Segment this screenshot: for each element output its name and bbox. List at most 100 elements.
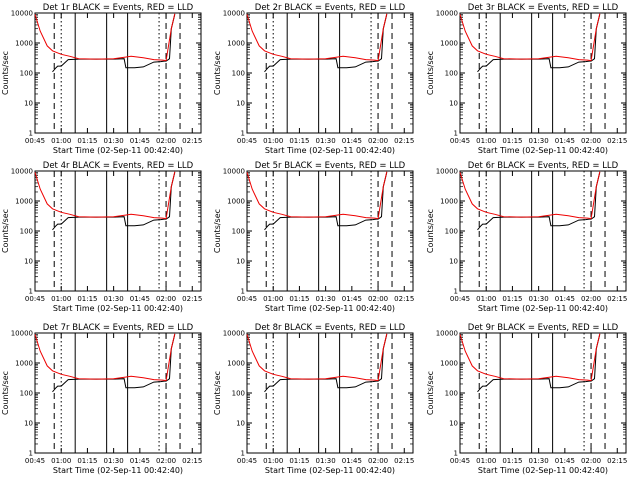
y-tick-label: 100 (445, 70, 458, 78)
y-tick-label: 100 (232, 390, 245, 398)
x-tick-label: 01:15 (289, 137, 309, 145)
y-tick-label: 10000 (223, 330, 245, 338)
x-tick-label: 01:45 (555, 295, 575, 303)
y-tick-label: 1000 (440, 40, 458, 48)
x-axis-label: Start Time (02-Sep-11 00:42:40) (478, 304, 608, 313)
x-tick-label: 02:00 (581, 457, 601, 465)
panel-title: Det 6r BLACK = Events, RED = LLD (468, 161, 619, 171)
plot-frame (459, 170, 627, 292)
x-tick-label: 02:00 (368, 137, 388, 145)
panel-title: Det 4r BLACK = Events, RED = LLD (43, 161, 194, 171)
y-tick-label: 1000 (227, 40, 245, 48)
x-tick-label: 02:15 (394, 295, 414, 303)
x-tick-label: 01:15 (502, 137, 522, 145)
y-tick-label: 100 (20, 390, 33, 398)
lld-series-line (34, 333, 176, 382)
x-tick-label: 02:15 (394, 457, 414, 465)
x-tick-label: 01:45 (130, 137, 150, 145)
events-series-line (52, 172, 176, 231)
y-tick-label: 1 (241, 130, 245, 138)
x-tick-label: 01:00 (476, 137, 496, 145)
y-tick-label: 10 (24, 100, 33, 108)
y-axis-label: Counts/sec (1, 371, 10, 415)
x-tick-label: 00:45 (25, 457, 45, 465)
x-tick-label: 01:15 (289, 295, 309, 303)
y-tick-label: 10 (449, 100, 458, 108)
y-tick-label: 1000 (227, 360, 245, 368)
y-tick-label: 100 (232, 70, 245, 78)
y-tick-label: 1 (241, 288, 245, 296)
y-tick-label: 10 (236, 100, 245, 108)
y-tick-label: 1000 (227, 198, 245, 206)
x-tick-label: 00:45 (237, 137, 257, 145)
events-series-line (264, 172, 388, 231)
x-tick-label: 01:00 (51, 457, 71, 465)
panel-title: Det 2r BLACK = Events, RED = LLD (255, 3, 406, 13)
lld-series-line (246, 171, 388, 220)
x-axis-label: Start Time (02-Sep-11 00:42:40) (265, 304, 395, 313)
x-tick-label: 01:30 (104, 457, 124, 465)
y-tick-label: 100 (445, 228, 458, 236)
lld-series-line (246, 333, 388, 382)
x-axis-label: Start Time (02-Sep-11 00:42:40) (53, 146, 183, 155)
x-tick-label: 01:15 (289, 457, 309, 465)
x-tick-label: 00:45 (25, 295, 45, 303)
y-tick-label: 100 (20, 70, 33, 78)
x-tick-label: 02:15 (394, 137, 414, 145)
x-tick-label: 02:00 (368, 457, 388, 465)
y-tick-label: 10000 (11, 330, 33, 338)
x-tick-label: 00:45 (450, 295, 470, 303)
panel-title: Det 5r BLACK = Events, RED = LLD (255, 161, 406, 171)
x-tick-label: 01:00 (263, 295, 283, 303)
plot-frame (246, 170, 414, 292)
x-tick-label: 02:00 (581, 295, 601, 303)
events-series-line (477, 334, 601, 393)
lld-series-line (34, 13, 176, 62)
events-series-line (52, 14, 176, 73)
x-tick-label: 00:45 (237, 295, 257, 303)
x-tick-label: 01:00 (51, 137, 71, 145)
x-tick-label: 01:15 (77, 137, 97, 145)
y-tick-label: 1000 (15, 40, 33, 48)
lld-series-line (459, 171, 601, 220)
x-tick-label: 01:30 (316, 457, 336, 465)
panel-det-9: Det 9r BLACK = Events, RED = LLD 1 10 100 10… (426, 323, 627, 475)
events-series-line (264, 14, 388, 73)
panel-det-7: Det 7r BLACK = Events, RED = LLD 1 10 100 10… (1, 323, 202, 475)
x-tick-label: 01:00 (476, 457, 496, 465)
y-tick-label: 10000 (11, 168, 33, 176)
y-tick-label: 1 (241, 450, 245, 458)
y-tick-label: 1 (454, 288, 458, 296)
x-tick-label: 01:00 (263, 137, 283, 145)
x-tick-label: 00:45 (450, 457, 470, 465)
lld-series-line (246, 13, 388, 62)
plot-frame (34, 332, 202, 454)
panel-det-2: Det 2r BLACK = Events, RED = LLD 1 10 100 10… (213, 3, 414, 155)
x-tick-label: 02:15 (607, 457, 627, 465)
x-tick-label: 01:15 (77, 457, 97, 465)
events-series-line (477, 172, 601, 231)
y-tick-label: 10000 (223, 10, 245, 18)
y-tick-label: 1 (454, 450, 458, 458)
panel-title: Det 8r BLACK = Events, RED = LLD (255, 323, 406, 333)
x-tick-label: 00:45 (25, 137, 45, 145)
plot-frame (34, 12, 202, 134)
x-tick-label: 02:00 (368, 295, 388, 303)
y-tick-label: 1000 (15, 360, 33, 368)
y-tick-label: 10000 (223, 168, 245, 176)
y-tick-label: 10000 (11, 10, 33, 18)
y-axis-label: Counts/sec (213, 371, 222, 415)
y-axis-label: Counts/sec (213, 51, 222, 95)
panel-det-8: Det 8r BLACK = Events, RED = LLD 1 10 100 10… (213, 323, 414, 475)
lld-series-line (459, 13, 601, 62)
y-tick-label: 10000 (436, 330, 458, 338)
x-tick-label: 02:00 (156, 137, 176, 145)
x-tick-label: 02:00 (581, 137, 601, 145)
x-axis-label: Start Time (02-Sep-11 00:42:40) (478, 466, 608, 475)
y-tick-label: 1000 (440, 360, 458, 368)
x-tick-label: 01:45 (130, 457, 150, 465)
x-tick-label: 01:45 (555, 457, 575, 465)
x-tick-label: 01:15 (502, 457, 522, 465)
x-axis-label: Start Time (02-Sep-11 00:42:40) (53, 466, 183, 475)
